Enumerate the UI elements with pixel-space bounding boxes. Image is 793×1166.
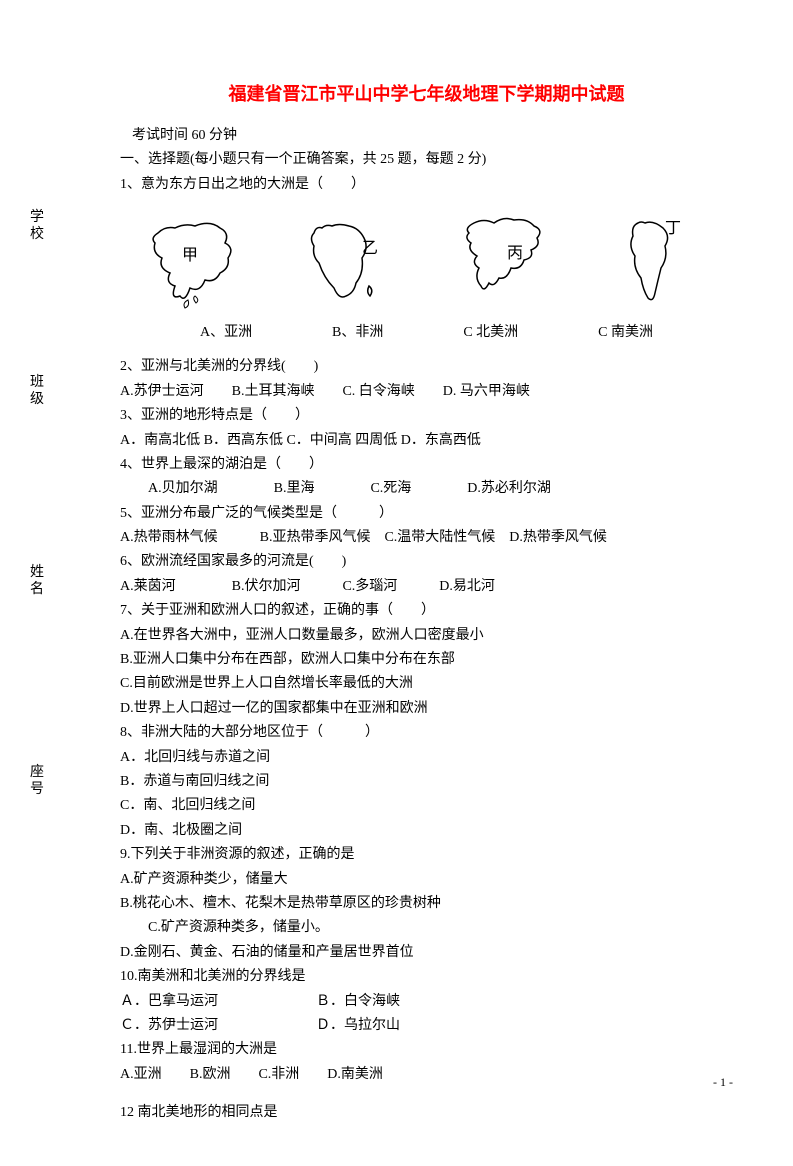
q5-stem: 5、亚洲分布最广泛的气候类型是（ ） xyxy=(120,503,733,525)
map-label-b: B、非洲 xyxy=(332,322,383,344)
q2-opts: A.苏伊士运河 B.土耳其海峡 C. 白令海峡 D. 马六甲海峡 xyxy=(120,381,733,403)
q6-opts: A.莱茵河 B.伏尔加河 C.多瑙河 D.易北河 xyxy=(120,576,733,598)
namerica-icon: 丙 xyxy=(449,208,559,318)
q10-stem: 10.南美洲和北美洲的分界线是 xyxy=(120,966,733,988)
q7-a: A.在世界各大洲中，亚洲人口数量最多，欧洲人口密度最小 xyxy=(120,625,733,647)
svg-text:乙: 乙 xyxy=(362,240,378,257)
map-labels: A、亚洲 B、非洲 C 北美洲 C 南美洲 xyxy=(120,322,733,344)
q6-stem: 6、欧洲流经国家最多的河流是( ) xyxy=(120,551,733,573)
q4-stem: 4、世界上最深的湖泊是（ ） xyxy=(120,454,733,476)
q7-d: D.世界上人口超过一亿的国家都集中在亚洲和欧洲 xyxy=(120,698,733,720)
africa-icon: 乙 xyxy=(294,208,404,318)
samerica-icon: 丁 xyxy=(603,208,713,318)
q5-opts: A.热带雨林气候 B.亚热带季风气候 C.温带大陆性气候 D.热带季风气候 xyxy=(120,527,733,549)
q9-b: B.桃花心木、檀木、花梨木是热带草原区的珍贵树种 xyxy=(120,893,733,915)
svg-text:丁: 丁 xyxy=(665,220,681,237)
map-africa: 乙 xyxy=(294,208,404,318)
asia-icon: 甲 xyxy=(140,208,250,318)
side-seat: 座号 xyxy=(30,765,44,799)
q4-opts: A.贝加尔湖 B.里海 C.死海 D.苏必利尔湖 xyxy=(120,478,733,500)
map-samerica: 丁 xyxy=(603,208,713,318)
exam-title: 福建省晋江市平山中学七年级地理下学期期中试题 xyxy=(120,80,733,109)
q7-b: B.亚洲人口集中分布在西部，欧洲人口集中分布在东部 xyxy=(120,649,733,671)
q8-c: C．南、北回归线之间 xyxy=(120,795,733,817)
exam-time: 考试时间 60 分钟 xyxy=(132,125,733,147)
q11-stem: 11.世界上最湿润的大洲是 xyxy=(120,1039,733,1061)
q9-a: A.矿产资源种类少，储量大 xyxy=(120,869,733,891)
maps-row: 甲 乙 丙 丁 xyxy=(120,208,733,318)
q1-stem: 1、意为东方日出之地的大洲是（ ） xyxy=(120,174,733,196)
q7-c: C.目前欧洲是世界上人口自然增长率最低的大洲 xyxy=(120,673,733,695)
q10-cd: Ｃ．苏伊士运河 Ｄ．乌拉尔山 xyxy=(120,1015,733,1037)
q3-stem: 3、亚洲的地形特点是（ ） xyxy=(120,405,733,427)
q12-stem: 12 南北美地形的相同点是 xyxy=(120,1102,733,1124)
q10-ab: Ａ．巴拿马运河 Ｂ．白令海峡 xyxy=(120,991,733,1013)
q3-opts: A．南高北低 B．西高东低 C．中间高 四周低 D．东高西低 xyxy=(120,430,733,452)
svg-text:丙: 丙 xyxy=(507,245,523,262)
side-class: 班级 xyxy=(30,375,44,409)
q2-stem: 2、亚洲与北美洲的分界线( ) xyxy=(120,356,733,378)
q9-c: C.矿产资源种类多，储量小。 xyxy=(120,917,733,939)
q9-stem: 9.下列关于非洲资源的叙述，正确的是 xyxy=(120,844,733,866)
map-label-a: A、亚洲 xyxy=(200,322,252,344)
q8-a: A．北回归线与赤道之间 xyxy=(120,747,733,769)
q8-b: B．赤道与南回归线之间 xyxy=(120,771,733,793)
map-label-d: C 南美洲 xyxy=(598,322,653,344)
svg-text:甲: 甲 xyxy=(182,247,198,264)
page-number: - 1 - xyxy=(713,1073,733,1092)
q9-d: D.金刚石、黄金、石油的储量和产量居世界首位 xyxy=(120,942,733,964)
q8-stem: 8、非洲大陆的大部分地区位于（ ） xyxy=(120,722,733,744)
q8-d: D．南、北极圈之间 xyxy=(120,820,733,842)
map-label-c: C 北美洲 xyxy=(463,322,518,344)
side-school: 学校 xyxy=(30,210,44,244)
q7-stem: 7、关于亚洲和欧洲人口的叙述，正确的事（ ） xyxy=(120,600,733,622)
map-namerica: 丙 xyxy=(449,208,559,318)
map-asia: 甲 xyxy=(140,208,250,318)
side-name: 姓名 xyxy=(30,565,44,599)
q11-opts: A.亚洲 B.欧洲 C.非洲 D.南美洲 xyxy=(120,1064,733,1086)
section-header: 一、选择题(每小题只有一个正确答案，共 25 题，每题 2 分) xyxy=(120,149,733,171)
